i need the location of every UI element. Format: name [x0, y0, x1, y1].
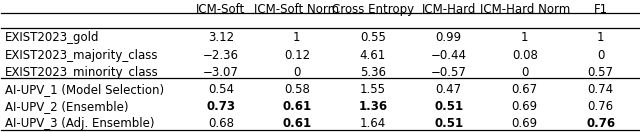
- Text: AI-UPV_2 (Ensemble): AI-UPV_2 (Ensemble): [4, 100, 128, 113]
- Text: 0.76: 0.76: [586, 117, 615, 130]
- Text: 0.73: 0.73: [207, 100, 236, 113]
- Text: 0.69: 0.69: [511, 117, 538, 130]
- Text: 5.36: 5.36: [360, 66, 386, 79]
- Text: 1: 1: [597, 31, 604, 44]
- Text: AI-UPV_1 (Model Selection): AI-UPV_1 (Model Selection): [4, 83, 164, 96]
- Text: 0.57: 0.57: [588, 66, 614, 79]
- Text: EXIST2023_minority_class: EXIST2023_minority_class: [4, 66, 158, 79]
- Text: EXIST2023_gold: EXIST2023_gold: [4, 31, 99, 44]
- Text: 0.58: 0.58: [284, 83, 310, 96]
- Text: 0.51: 0.51: [434, 117, 463, 130]
- Text: 3.12: 3.12: [208, 31, 234, 44]
- Text: 0.68: 0.68: [208, 117, 234, 130]
- Text: 0.51: 0.51: [434, 100, 463, 113]
- Text: 0: 0: [521, 66, 529, 79]
- Text: −2.36: −2.36: [203, 49, 239, 62]
- Text: ICM-Soft: ICM-Soft: [196, 3, 246, 16]
- Text: 0.69: 0.69: [511, 100, 538, 113]
- Text: −0.57: −0.57: [431, 66, 467, 79]
- Text: 1: 1: [521, 31, 529, 44]
- Text: ICM-Soft Norm: ICM-Soft Norm: [254, 3, 339, 16]
- Text: 0.99: 0.99: [436, 31, 462, 44]
- Text: 0.67: 0.67: [511, 83, 538, 96]
- Text: 0.12: 0.12: [284, 49, 310, 62]
- Text: AI-UPV_3 (Adj. Ensemble): AI-UPV_3 (Adj. Ensemble): [4, 117, 154, 130]
- Text: −0.44: −0.44: [431, 49, 467, 62]
- Text: Cross Entropy: Cross Entropy: [332, 3, 414, 16]
- Text: 1.64: 1.64: [360, 117, 386, 130]
- Text: 1: 1: [293, 31, 301, 44]
- Text: 1.55: 1.55: [360, 83, 386, 96]
- Text: 1.36: 1.36: [358, 100, 387, 113]
- Text: ICM-Hard Norm: ICM-Hard Norm: [479, 3, 570, 16]
- Text: 0.54: 0.54: [208, 83, 234, 96]
- Text: 0.61: 0.61: [282, 117, 312, 130]
- Text: ICM-Hard: ICM-Hard: [422, 3, 476, 16]
- Text: −3.07: −3.07: [203, 66, 239, 79]
- Text: 0: 0: [293, 66, 301, 79]
- Text: 0.08: 0.08: [512, 49, 538, 62]
- Text: 0.47: 0.47: [436, 83, 462, 96]
- Text: 0.74: 0.74: [588, 83, 614, 96]
- Text: 0.76: 0.76: [588, 100, 614, 113]
- Text: 0.61: 0.61: [282, 100, 312, 113]
- Text: F1: F1: [593, 3, 608, 16]
- Text: 0.55: 0.55: [360, 31, 386, 44]
- Text: EXIST2023_majority_class: EXIST2023_majority_class: [4, 49, 158, 62]
- Text: 4.61: 4.61: [360, 49, 386, 62]
- Text: 0: 0: [597, 49, 604, 62]
